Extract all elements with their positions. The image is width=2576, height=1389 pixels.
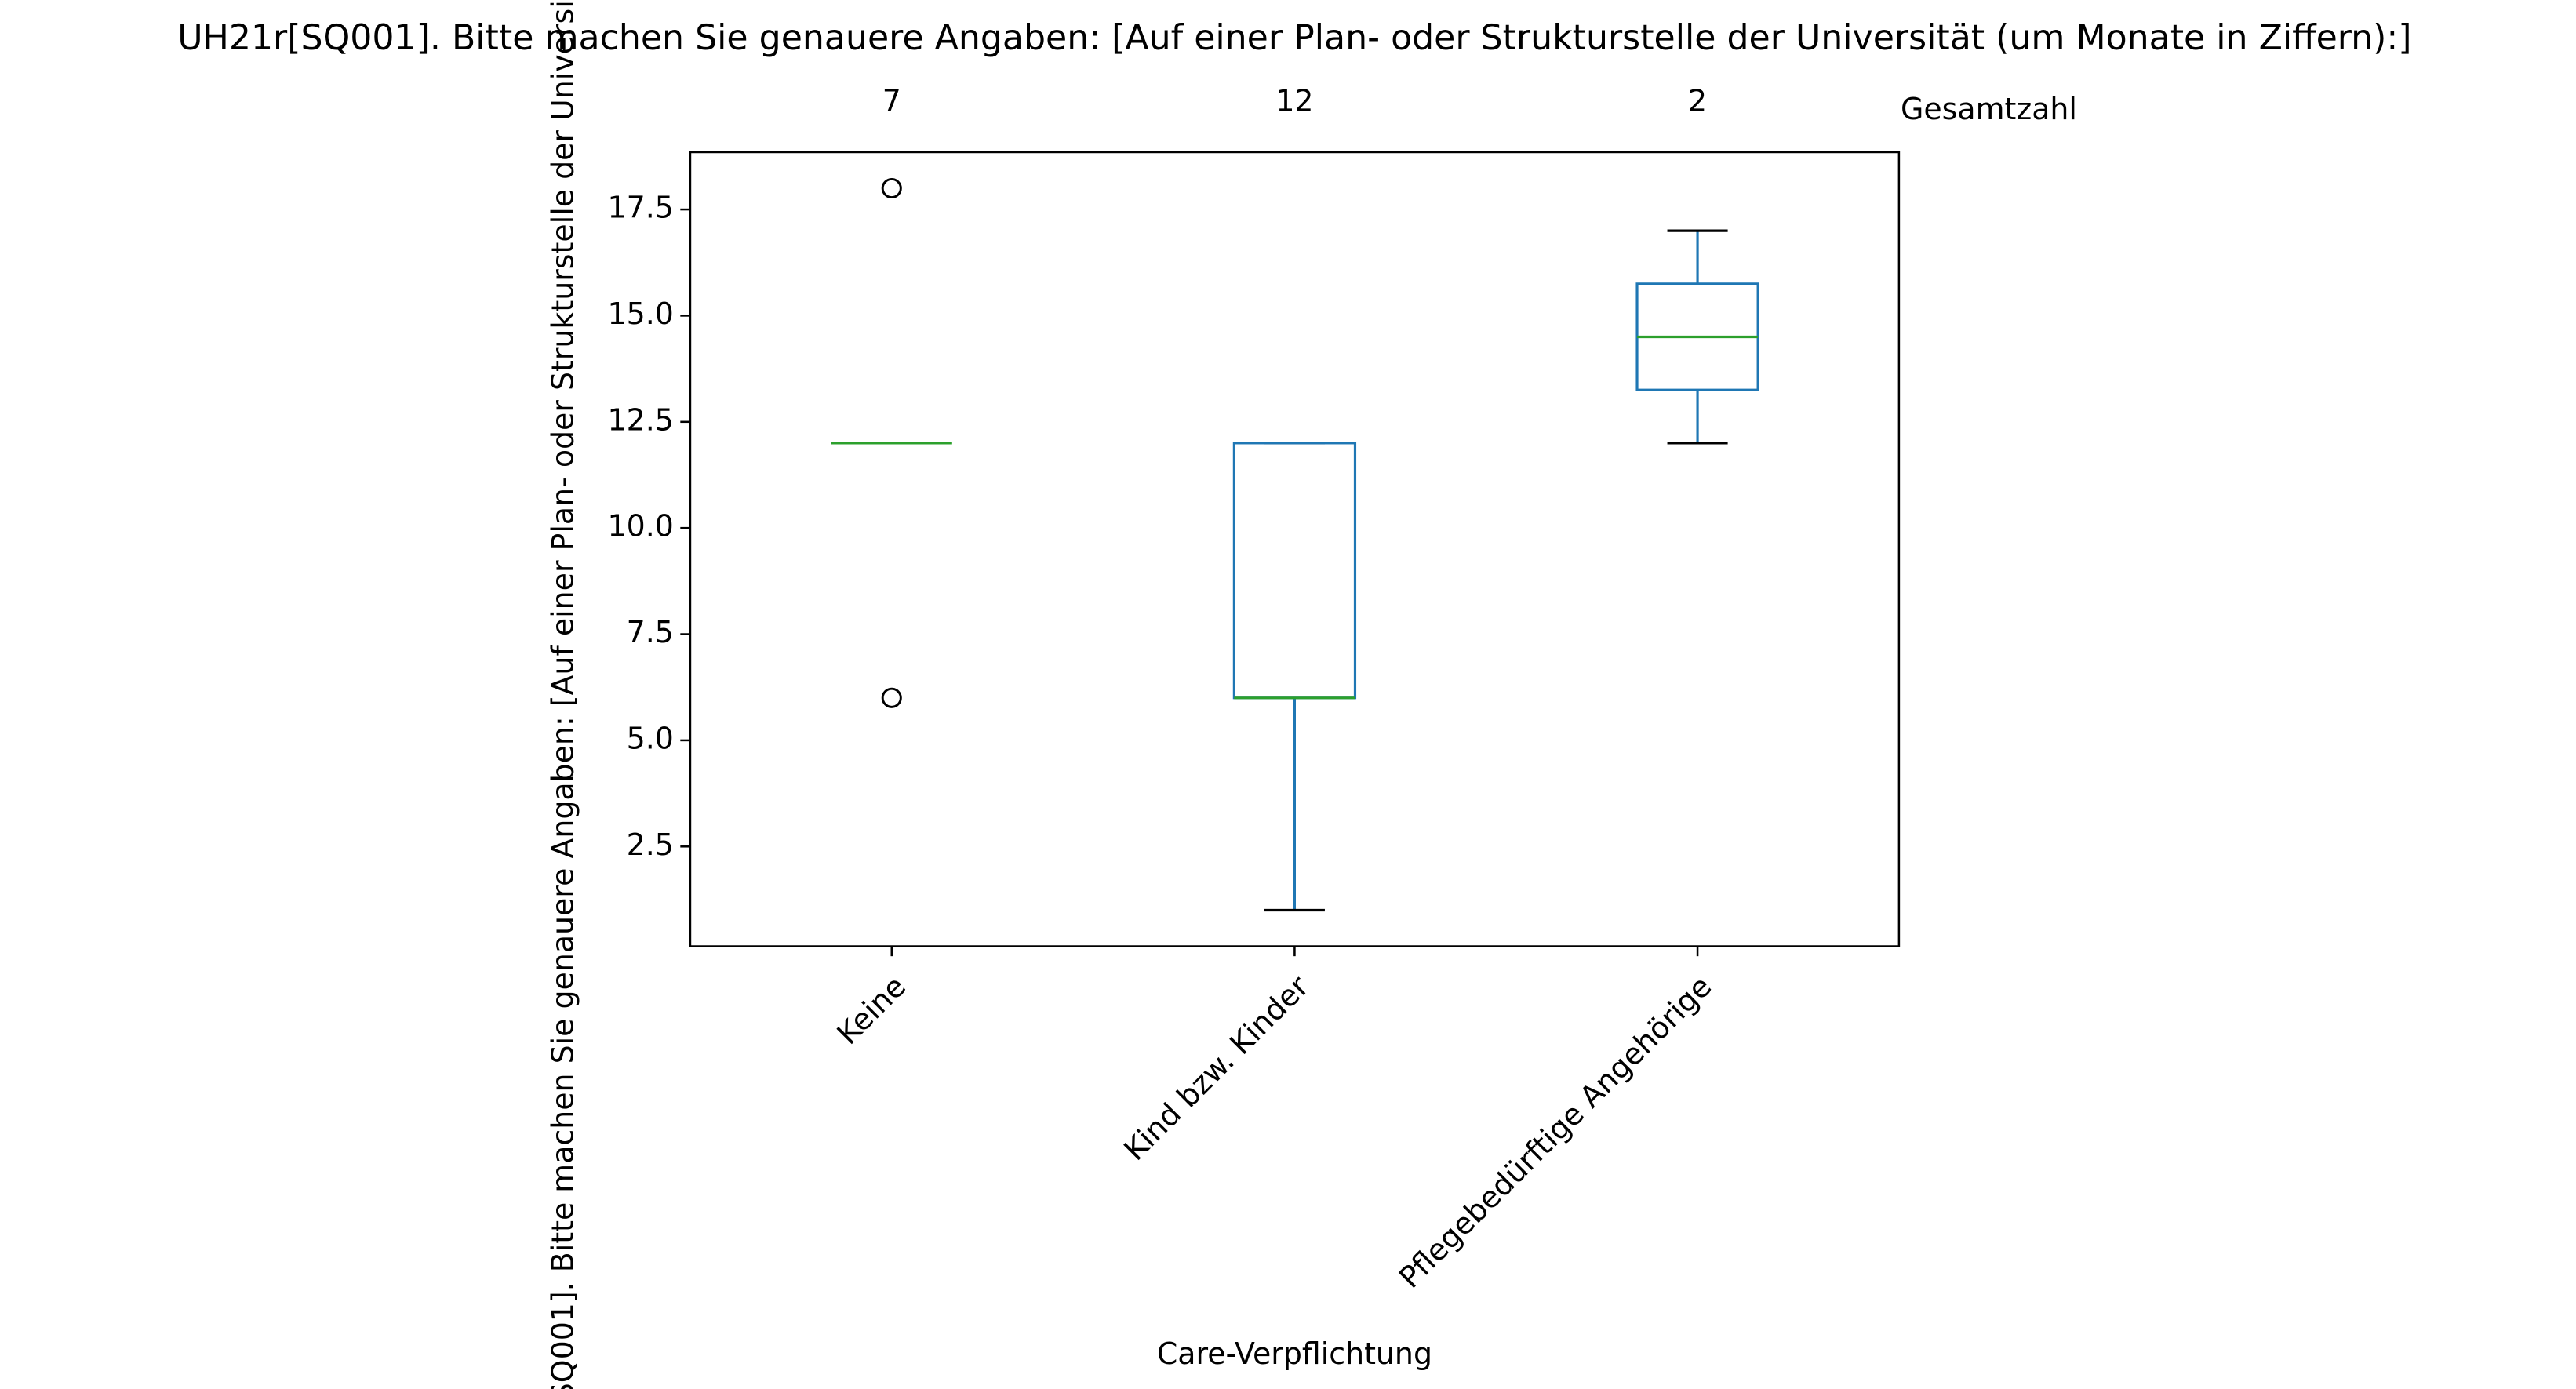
chart-title: UH21r[SQ001]. Bitte machen Sie genauere … (177, 18, 2411, 58)
x-tick-label: Kind bzw. Kinder (1117, 969, 1315, 1167)
outlier (881, 177, 902, 199)
y-tick-label: 15.0 (608, 296, 674, 331)
y-tick-label: 12.5 (608, 402, 674, 437)
x-tick-label: Pflegebedürftige Angehörige (1392, 969, 1719, 1296)
y-tick-label: 5.0 (627, 721, 674, 755)
box (1232, 442, 1357, 700)
y-tick-label: 10.0 (608, 509, 674, 544)
y-tick-label: 2.5 (627, 827, 674, 862)
x-axis-label: Care-Verpflichtung (1157, 1336, 1432, 1371)
count-label: 2 (1688, 83, 1707, 118)
y-tick-label: 17.5 (608, 191, 674, 225)
outlier (881, 687, 902, 708)
counts-label: Gesamtzahl (1901, 92, 2077, 126)
count-label: 7 (882, 83, 901, 118)
y-axis-label: UH21r[SQ001]. Bitte machen Sie genauere … (545, 0, 580, 1389)
x-tick-label: Keine (830, 969, 912, 1052)
y-tick-label: 7.5 (627, 615, 674, 649)
count-label: 12 (1275, 83, 1313, 118)
